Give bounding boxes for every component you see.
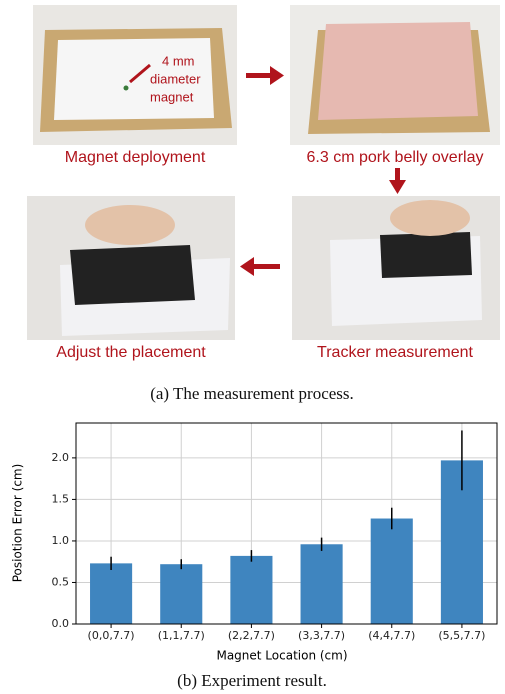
bar (160, 564, 203, 624)
step-label: 6.3 cm pork belly overlay (307, 149, 484, 166)
y-axis-label: Posiotion Error (cm) (11, 464, 25, 583)
caption: (a) The measurement process. (150, 384, 354, 403)
bar (90, 563, 133, 624)
y-tick-label: 0.5 (52, 575, 70, 588)
bar (300, 544, 343, 624)
y-tick-label: 1.0 (52, 534, 70, 547)
annotation: diameter (150, 71, 201, 86)
x-tick-label: (4,4,7.7) (368, 629, 415, 642)
bar (370, 518, 413, 624)
x-tick-label: (2,2,7.7) (228, 629, 275, 642)
annotation-arrow (129, 63, 151, 84)
photo-pork-overlay (290, 5, 500, 145)
arrows (240, 66, 406, 276)
step-label: Tracker measurement (317, 344, 473, 361)
photo-tracker (292, 196, 500, 340)
x-tick-label: (0,0,7.7) (88, 629, 135, 642)
photo-adjust (27, 196, 235, 340)
step-label: Magnet deployment (65, 149, 206, 166)
photo-magnet-deployment (33, 5, 237, 145)
annotation: magnet (150, 89, 194, 104)
annotation: 4 mm (162, 53, 195, 68)
step-label: Adjust the placement (56, 344, 206, 361)
x-tick-label: (3,3,7.7) (298, 629, 345, 642)
caption: (b) Experiment result. (177, 671, 327, 690)
x-axis-label: Magnet Location (cm) (216, 649, 347, 663)
y-tick-label: 2.0 (52, 451, 70, 464)
y-tick-label: 1.5 (52, 492, 70, 505)
y-tick-label: 0.0 (52, 617, 70, 630)
x-tick-label: (1,1,7.7) (158, 629, 205, 642)
bar (230, 555, 273, 624)
plot-frame (75, 422, 498, 625)
x-tick-label: (5,5,7.7) (438, 629, 485, 642)
